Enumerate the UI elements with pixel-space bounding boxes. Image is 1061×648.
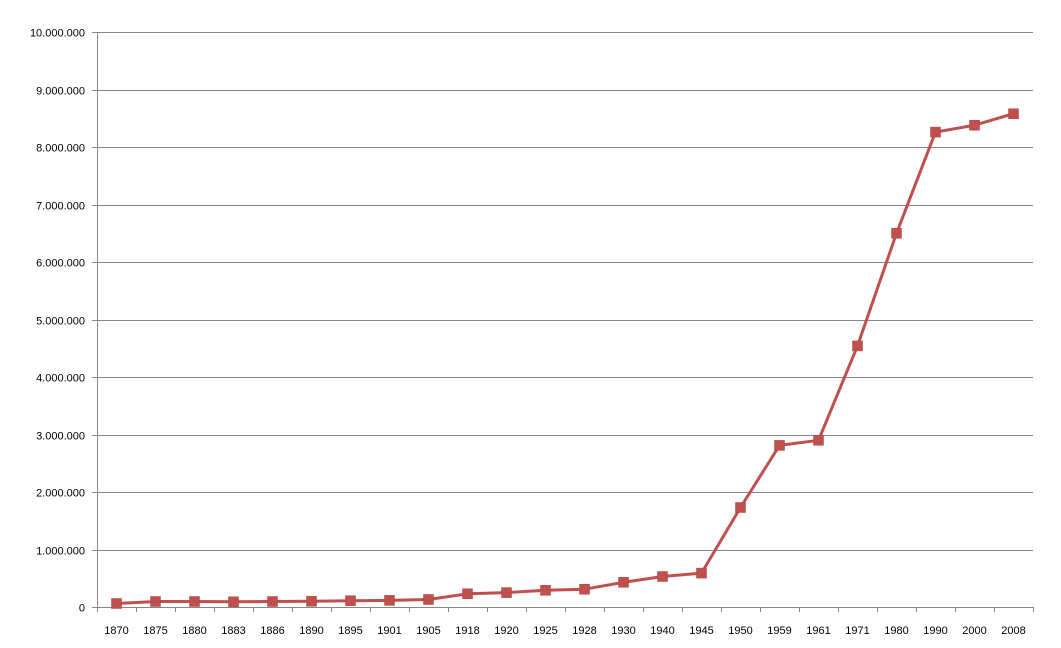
x-tick-label: 1880 bbox=[182, 625, 206, 637]
data-point-marker bbox=[891, 228, 902, 239]
x-tick-label: 1905 bbox=[416, 625, 440, 637]
x-tick-label: 1961 bbox=[806, 625, 830, 637]
data-point-marker bbox=[930, 126, 941, 138]
y-tick-label: 6.000.000 bbox=[36, 258, 85, 270]
data-point-marker bbox=[852, 340, 863, 352]
gridlines bbox=[97, 32, 1033, 551]
data-point-marker bbox=[540, 585, 551, 596]
y-tick-label: 3.000.000 bbox=[36, 431, 85, 443]
data-point-marker bbox=[384, 595, 395, 606]
data-point-marker bbox=[735, 502, 746, 513]
x-tick-label: 1971 bbox=[845, 625, 869, 637]
x-tick-label: 1990 bbox=[923, 625, 947, 637]
data-point-marker bbox=[813, 435, 824, 446]
x-tick-label: 1940 bbox=[650, 625, 674, 637]
data-point-marker bbox=[774, 440, 785, 451]
data-point-marker bbox=[306, 596, 317, 607]
x-tick-label: 1890 bbox=[299, 625, 323, 637]
x-tick-label: 1883 bbox=[221, 625, 245, 637]
data-point-marker bbox=[462, 588, 473, 600]
data-point-marker bbox=[150, 596, 161, 607]
data-point-marker bbox=[579, 583, 590, 595]
x-tick-label: 1918 bbox=[455, 625, 479, 637]
y-tick-label: 2.000.000 bbox=[36, 488, 85, 500]
data-point-marker bbox=[423, 594, 434, 605]
x-tick-label: 1901 bbox=[377, 625, 401, 637]
y-tick-label: 7.000.000 bbox=[36, 201, 85, 213]
y-tick-label: 9.000.000 bbox=[36, 86, 85, 98]
data-point-marker bbox=[657, 571, 668, 582]
data-point-marker bbox=[969, 119, 980, 131]
x-tick-label: 1945 bbox=[689, 625, 713, 637]
y-tick-label: 0 bbox=[79, 603, 85, 615]
data-point-marker bbox=[618, 577, 629, 588]
x-tick-label: 1925 bbox=[533, 625, 557, 637]
axes bbox=[92, 32, 1034, 612]
y-tick-label: 4.000.000 bbox=[36, 373, 85, 385]
data-point-marker bbox=[189, 596, 200, 607]
data-series bbox=[111, 108, 1019, 609]
x-tick-label: 1875 bbox=[143, 625, 167, 637]
series-line bbox=[116, 112, 1014, 605]
x-tick-labels: 1870 1875 1880 1883 1886 1890 1895 1901 1905 1918… bbox=[104, 625, 1025, 637]
x-tick-label: 1930 bbox=[611, 625, 635, 637]
y-tick-label: 8.000.000 bbox=[36, 143, 85, 155]
data-point-marker bbox=[111, 598, 122, 609]
x-tick-label: 1870 bbox=[104, 625, 128, 637]
x-tick-label: 1920 bbox=[494, 625, 518, 637]
x-tick-label: 2008 bbox=[1001, 625, 1025, 637]
y-tick-label: 10.000.000 bbox=[30, 28, 85, 40]
x-tick-label: 1928 bbox=[572, 625, 596, 637]
x-tick-label: 1895 bbox=[338, 625, 362, 637]
data-point-marker bbox=[696, 567, 707, 579]
x-tick-label: 1886 bbox=[260, 625, 284, 637]
x-tick-label: 2000 bbox=[962, 625, 986, 637]
x-tick-label: 1980 bbox=[884, 625, 908, 637]
y-tick-label: 5.000.000 bbox=[36, 316, 85, 328]
y-tick-labels: 0 1.000.000 2.000.000 3.000.000 4.000.000 5.0… bbox=[30, 28, 85, 615]
x-tick-label: 1950 bbox=[728, 625, 752, 637]
data-point-marker bbox=[267, 596, 278, 607]
data-point-marker bbox=[345, 595, 356, 606]
data-point-marker bbox=[1008, 108, 1019, 119]
data-point-marker bbox=[228, 596, 239, 608]
data-point-marker bbox=[501, 587, 512, 598]
y-tick-label: 1.000.000 bbox=[36, 546, 85, 558]
x-tick-label: 1959 bbox=[767, 625, 791, 637]
